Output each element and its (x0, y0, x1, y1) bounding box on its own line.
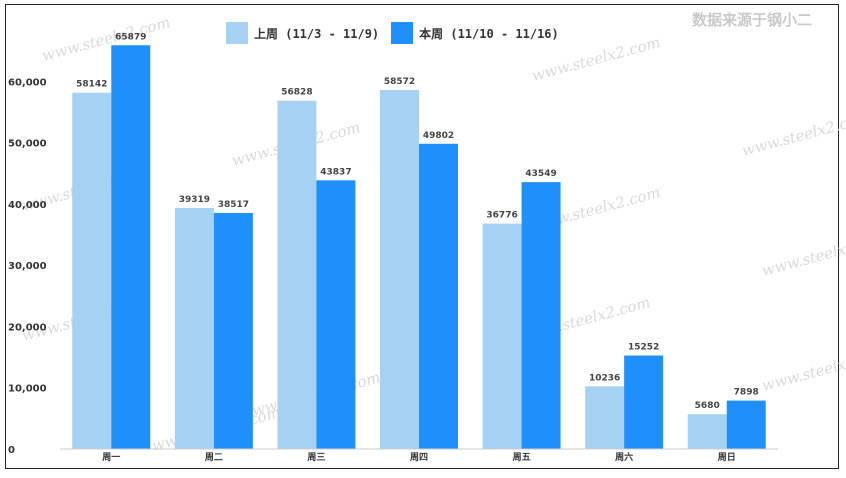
bar[interactable] (72, 92, 112, 449)
x-tick-label: 周四 (410, 452, 428, 463)
x-tick-label: 周三 (307, 452, 325, 463)
data-label: 15252 (628, 343, 659, 353)
legend-label: 本周 (11/10 - 11/16) (419, 26, 559, 41)
y-tick-label: 40,000 (8, 200, 47, 211)
legend-item-this-week[interactable]: 本周 (11/10 - 11/16) (391, 22, 559, 44)
data-label: 65879 (115, 32, 146, 42)
y-tick-label: 60,000 (8, 77, 47, 88)
x-tick-label: 周二 (205, 452, 223, 463)
y-tick-label: 50,000 (8, 139, 47, 150)
data-label: 56828 (281, 88, 312, 98)
bar[interactable] (585, 386, 625, 449)
bar[interactable] (277, 100, 317, 450)
data-label: 58142 (76, 80, 107, 90)
x-tick-label: 周六 (615, 451, 633, 463)
legend-item-last-week[interactable]: 上周 (11/3 - 11/9) (226, 22, 379, 44)
y-axis: 0 10,000 20,000 30,000 40,000 50,000 60,000 (8, 77, 47, 456)
data-label: 38517 (218, 200, 249, 210)
bar[interactable] (726, 400, 766, 449)
bar[interactable] (419, 143, 458, 449)
y-tick-label: 30,000 (8, 261, 47, 272)
bar[interactable] (687, 414, 727, 449)
y-tick-label: 0 (8, 445, 15, 456)
bars: 58142 65879 39319 38517 56828 43837 58572 49802… (72, 32, 766, 450)
legend-swatch (391, 22, 414, 44)
bar[interactable] (624, 355, 664, 449)
bar[interactable] (521, 182, 561, 449)
bar[interactable] (482, 223, 522, 449)
bar[interactable] (380, 90, 419, 449)
x-tick-label: 周五 (513, 452, 531, 463)
data-label: 39319 (179, 195, 210, 205)
data-label: 10236 (589, 373, 620, 383)
x-tick-label: 周一 (102, 452, 120, 463)
legend: 上周 (11/3 - 11/9) 本周 (11/10 - 11/16) (226, 22, 571, 44)
x-tick-label: 周日 (718, 452, 736, 463)
x-axis: 周一 周二 周三 周四 周五 周六 周日 (60, 448, 778, 463)
bar[interactable] (111, 45, 151, 449)
bar[interactable] (316, 180, 356, 450)
data-label: 43549 (525, 169, 556, 179)
data-label: 58572 (384, 77, 415, 87)
source-note: 数据来源于钢小二 (691, 11, 812, 29)
y-tick-label: 20,000 (8, 322, 47, 333)
data-label: 7898 (734, 388, 759, 398)
legend-label: 上周 (11/3 - 11/9) (254, 26, 380, 41)
data-label: 43837 (320, 167, 351, 177)
bar[interactable] (174, 208, 214, 449)
data-label: 36776 (486, 211, 517, 221)
y-tick-label: 10,000 (8, 384, 47, 395)
legend-swatch (226, 22, 248, 44)
data-label: 5680 (695, 401, 720, 411)
bar[interactable] (213, 212, 253, 449)
data-label: 49802 (423, 131, 454, 141)
